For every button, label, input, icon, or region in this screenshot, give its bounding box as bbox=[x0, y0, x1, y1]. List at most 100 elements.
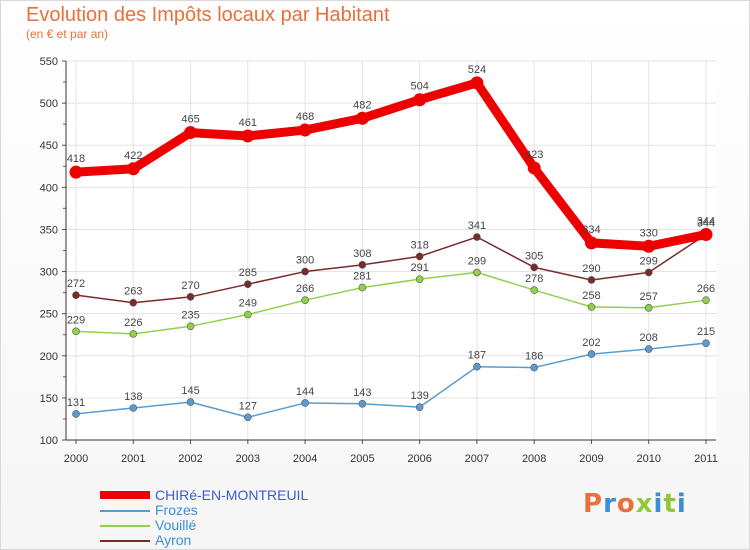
data-point bbox=[358, 261, 367, 269]
data-point bbox=[298, 123, 312, 137]
data-label: 131 bbox=[67, 397, 85, 409]
series-line-vouill- bbox=[75, 271, 707, 335]
data-label: 258 bbox=[582, 290, 600, 302]
data-label: 229 bbox=[67, 314, 85, 326]
data-label: 504 bbox=[410, 81, 428, 93]
data-point bbox=[415, 252, 424, 261]
data-point bbox=[129, 404, 138, 412]
data-label: 423 bbox=[525, 149, 543, 161]
chart-subtitle: (en € et par an) bbox=[26, 27, 109, 41]
data-point bbox=[473, 268, 481, 277]
data-point bbox=[186, 322, 195, 331]
data-label: 482 bbox=[353, 99, 371, 111]
x-tick-label: 2003 bbox=[236, 453, 260, 465]
data-point bbox=[72, 410, 80, 418]
data-point bbox=[184, 126, 198, 140]
data-label: 334 bbox=[582, 224, 600, 236]
data-point bbox=[244, 310, 252, 319]
data-label: 266 bbox=[296, 283, 314, 295]
data-point bbox=[358, 283, 367, 292]
data-label: 263 bbox=[124, 286, 142, 298]
x-tick-label: 2009 bbox=[579, 453, 603, 465]
plot-area bbox=[66, 61, 716, 440]
data-point bbox=[415, 275, 424, 283]
data-point bbox=[355, 111, 369, 125]
data-point bbox=[244, 413, 252, 422]
y-tick-label: 250 bbox=[40, 309, 58, 321]
data-label: 305 bbox=[525, 250, 543, 262]
data-point bbox=[301, 296, 309, 304]
data-point bbox=[702, 296, 710, 304]
data-point bbox=[129, 298, 138, 307]
data-label: 341 bbox=[468, 220, 486, 232]
data-label: 278 bbox=[525, 273, 543, 285]
x-tick-label: 2007 bbox=[465, 453, 489, 465]
data-label: 208 bbox=[640, 332, 658, 344]
data-label: 285 bbox=[239, 267, 257, 279]
data-point bbox=[644, 345, 653, 353]
data-label: 299 bbox=[640, 255, 658, 267]
data-point bbox=[186, 293, 195, 301]
data-point bbox=[186, 398, 195, 406]
data-point bbox=[72, 327, 80, 336]
data-point bbox=[473, 362, 481, 371]
data-point bbox=[69, 165, 83, 179]
data-label: 300 bbox=[296, 255, 314, 267]
data-label: 249 bbox=[239, 298, 257, 310]
y-tick-label: 350 bbox=[40, 224, 58, 236]
x-tick-label: 2008 bbox=[522, 453, 546, 465]
data-point bbox=[241, 129, 255, 143]
data-point bbox=[301, 267, 309, 276]
data-point bbox=[699, 227, 713, 241]
data-label: 257 bbox=[640, 291, 658, 303]
data-label: 524 bbox=[468, 64, 486, 76]
data-point bbox=[530, 263, 538, 272]
data-point bbox=[644, 303, 653, 312]
data-point bbox=[530, 286, 538, 294]
x-tick-label: 2010 bbox=[636, 453, 660, 465]
data-label: 422 bbox=[124, 150, 142, 162]
data-point bbox=[126, 162, 140, 176]
data-label: 291 bbox=[410, 262, 428, 274]
x-tick-label: 2004 bbox=[293, 453, 317, 465]
data-point bbox=[584, 236, 598, 250]
data-point bbox=[530, 363, 538, 372]
data-label: 127 bbox=[239, 400, 257, 412]
x-tick-label: 2002 bbox=[178, 453, 202, 465]
data-label: 144 bbox=[296, 386, 314, 398]
y-tick-label: 150 bbox=[40, 393, 58, 405]
data-label: 318 bbox=[410, 239, 428, 251]
data-point bbox=[587, 276, 596, 284]
data-label: 468 bbox=[296, 111, 314, 123]
data-point bbox=[527, 161, 541, 175]
data-label: 145 bbox=[181, 385, 199, 397]
data-label: 266 bbox=[697, 283, 715, 295]
data-label: 299 bbox=[468, 255, 486, 267]
data-point bbox=[358, 399, 367, 408]
data-label: 308 bbox=[353, 248, 371, 260]
data-point bbox=[702, 339, 710, 347]
legend-label: Frozes bbox=[155, 502, 198, 518]
data-label: 344 bbox=[697, 217, 715, 229]
y-tick-label: 300 bbox=[40, 267, 58, 279]
proxiti-logo: Proxiti bbox=[583, 489, 687, 519]
y-tick-label: 200 bbox=[40, 351, 58, 363]
x-tick-label: 2001 bbox=[121, 453, 145, 465]
y-tick-label: 500 bbox=[40, 98, 58, 110]
data-point bbox=[642, 239, 656, 253]
series-line-ayron bbox=[75, 233, 707, 304]
data-label: 202 bbox=[582, 337, 600, 349]
data-label: 461 bbox=[239, 117, 257, 129]
data-label: 187 bbox=[468, 350, 486, 362]
data-point bbox=[587, 303, 596, 311]
legend-label: Ayron bbox=[155, 532, 191, 548]
y-tick-label: 450 bbox=[40, 140, 58, 152]
series-line-frozes bbox=[75, 342, 707, 419]
x-tick-label: 2006 bbox=[407, 453, 431, 465]
data-point bbox=[470, 76, 484, 90]
data-label: 330 bbox=[640, 227, 658, 239]
legend-label: CHIRé-EN-MONTREUIL bbox=[155, 487, 308, 503]
data-label: 418 bbox=[67, 153, 85, 165]
chart-title: Evolution des Impôts locaux par Habitant bbox=[26, 4, 390, 26]
